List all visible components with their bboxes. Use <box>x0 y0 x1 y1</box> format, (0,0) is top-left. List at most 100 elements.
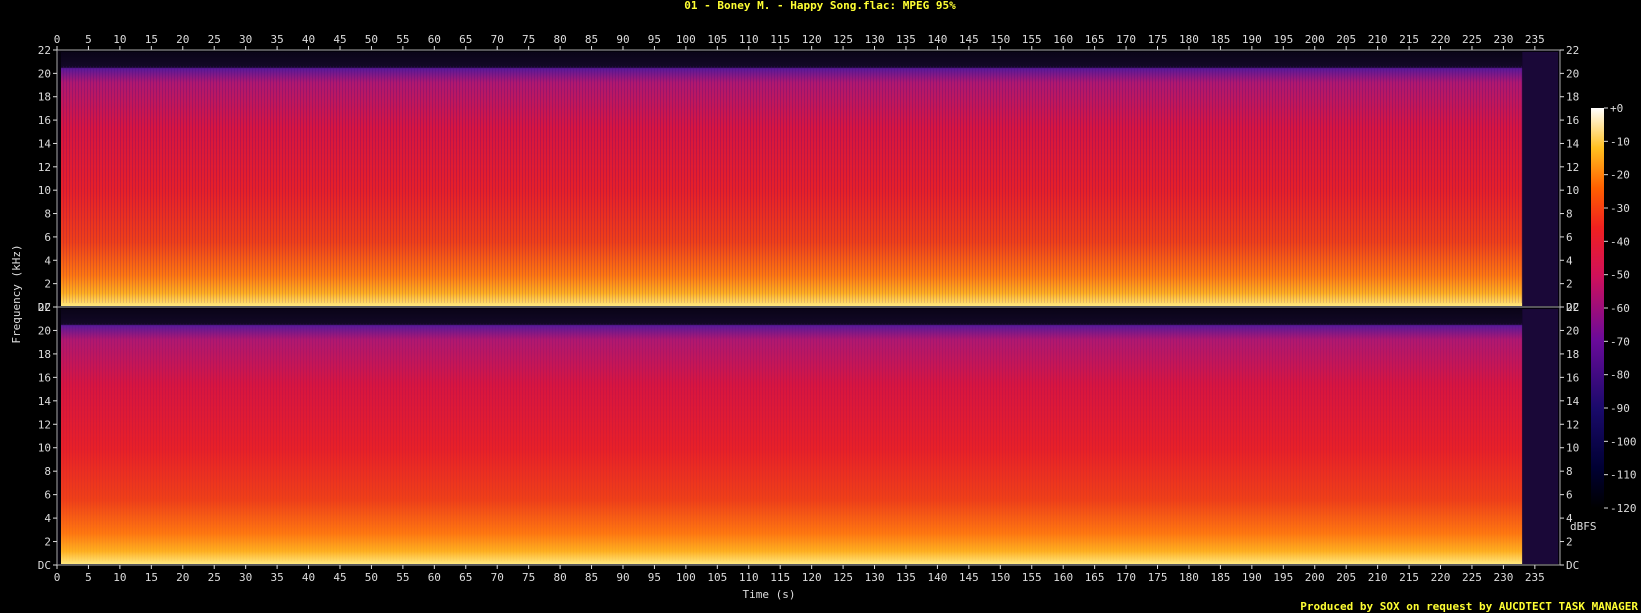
x-tick-label: 195 <box>1273 571 1293 584</box>
x-tick-label: 80 <box>553 33 566 46</box>
y-tick-label: 4 <box>44 512 51 525</box>
x-tick-label: 215 <box>1399 571 1419 584</box>
y-tick-label: DC <box>1566 301 1579 314</box>
x-tick-label: 30 <box>239 571 252 584</box>
spectrogram-panels <box>56 49 1561 566</box>
x-tick-label: 215 <box>1399 33 1419 46</box>
y-tick-label: 14 <box>1566 137 1580 150</box>
x-tick-label: 85 <box>585 33 598 46</box>
x-tick-label: 25 <box>208 33 221 46</box>
x-tick-label: 50 <box>365 571 378 584</box>
spectrogram-left-channel <box>56 49 1561 308</box>
x-tick-label: 10 <box>113 33 126 46</box>
y-axis-label: Frequency (kHz) <box>10 244 23 343</box>
x-tick-label: 185 <box>1210 33 1230 46</box>
chart-title: 01 - Boney M. - Happy Song.flac: MPEG 95… <box>684 0 956 12</box>
x-tick-label: 150 <box>990 571 1010 584</box>
y-tick-label: 16 <box>1566 114 1579 127</box>
y-tick-label: 22 <box>38 301 51 314</box>
x-tick-label: 150 <box>990 33 1010 46</box>
x-tick-label: 15 <box>145 571 158 584</box>
x-tick-label: 30 <box>239 33 252 46</box>
x-tick-label: 190 <box>1242 571 1262 584</box>
spectrogram-fadeout <box>1522 309 1558 564</box>
x-tick-label: 185 <box>1210 571 1230 584</box>
colorbar-tick-label: -40 <box>1610 235 1630 248</box>
spectrogram-transients <box>61 323 1523 561</box>
y-tick-label: 6 <box>44 489 51 502</box>
y-tick-label: 10 <box>38 184 51 197</box>
colorbar-tick-label: -20 <box>1610 169 1630 182</box>
colorbar-tick-label: -70 <box>1610 335 1630 348</box>
x-tick-label: 170 <box>1116 571 1136 584</box>
x-tick-label: 225 <box>1462 571 1482 584</box>
x-tick-label: 160 <box>1053 571 1073 584</box>
x-tick-label: 85 <box>585 571 598 584</box>
y-tick-label: 4 <box>44 254 51 267</box>
x-tick-label: 200 <box>1305 571 1325 584</box>
x-tick-label: 155 <box>1022 571 1042 584</box>
x-tick-label: 5 <box>85 33 92 46</box>
y-tick-label: 20 <box>38 67 51 80</box>
x-tick-label: 225 <box>1462 33 1482 46</box>
x-tick-label: 210 <box>1368 33 1388 46</box>
x-tick-label: 90 <box>616 33 629 46</box>
y-tick-label: 18 <box>1566 91 1579 104</box>
x-tick-label: 65 <box>459 571 472 584</box>
y-tick-label: 22 <box>38 44 51 57</box>
y-tick-label: 8 <box>1566 208 1573 221</box>
y-tick-label: 8 <box>44 208 51 221</box>
x-tick-label: 160 <box>1053 33 1073 46</box>
colorbar-tick-label: -100 <box>1610 435 1637 448</box>
x-tick-label: 140 <box>927 33 947 46</box>
x-tick-label: 75 <box>522 33 535 46</box>
x-tick-label: 125 <box>833 33 853 46</box>
spectrogram-transients <box>61 66 1523 303</box>
x-tick-label: 0 <box>54 33 61 46</box>
spectrogram-right-channel <box>56 306 1561 566</box>
x-tick-label: 45 <box>333 33 346 46</box>
y-tick-label: 2 <box>44 536 51 549</box>
x-tick-label: 65 <box>459 33 472 46</box>
x-tick-label: 235 <box>1525 33 1545 46</box>
x-tick-label: 80 <box>553 571 566 584</box>
y-tick-label: 20 <box>1566 67 1579 80</box>
x-tick-label: 155 <box>1022 33 1042 46</box>
x-tick-label: 190 <box>1242 33 1262 46</box>
x-tick-label: 115 <box>770 571 790 584</box>
colorbar-tick-label: -30 <box>1610 202 1630 215</box>
x-tick-label: 70 <box>491 33 504 46</box>
y-tick-label: 14 <box>38 395 52 408</box>
colorbar-ticks: +0 -10 -20 -30 -40 -50 -60 -70 -80 -90 -100 -110 -12… <box>1604 102 1637 515</box>
x-tick-label: 100 <box>676 33 696 46</box>
y-tick-label: 16 <box>38 114 51 127</box>
x-axis-label: Time (s) <box>743 588 796 601</box>
x-tick-label: 110 <box>739 571 759 584</box>
x-tick-label: 20 <box>176 33 189 46</box>
x-tick-label: 15 <box>145 33 158 46</box>
y-tick-label: DC <box>1566 559 1579 572</box>
x-tick-label: 105 <box>707 33 727 46</box>
x-tick-label: 0 <box>54 571 61 584</box>
colorbar-gradient <box>1591 108 1604 508</box>
x-tick-label: 45 <box>333 571 346 584</box>
y-tick-label: 6 <box>44 231 51 244</box>
x-tick-label: 210 <box>1368 571 1388 584</box>
x-tick-label: 95 <box>648 571 661 584</box>
x-tick-label: 70 <box>491 571 504 584</box>
y-tick-label: 22 <box>1566 301 1579 314</box>
x-tick-label: 20 <box>176 571 189 584</box>
y-tick-label: 6 <box>1566 489 1573 502</box>
y-tick-label: 6 <box>1566 231 1573 244</box>
x-axis-ticks: 0055101015152020252530303535404045455050… <box>54 33 1545 584</box>
y-tick-label: 14 <box>38 137 52 150</box>
x-tick-label: 220 <box>1431 33 1451 46</box>
y-tick-label: 22 <box>1566 44 1579 57</box>
colorbar-tick-label: -120 <box>1610 502 1637 515</box>
x-tick-label: 95 <box>648 33 661 46</box>
x-tick-label: 165 <box>1085 571 1105 584</box>
colorbar-tick-label: -90 <box>1610 402 1630 415</box>
x-tick-label: 140 <box>927 571 947 584</box>
